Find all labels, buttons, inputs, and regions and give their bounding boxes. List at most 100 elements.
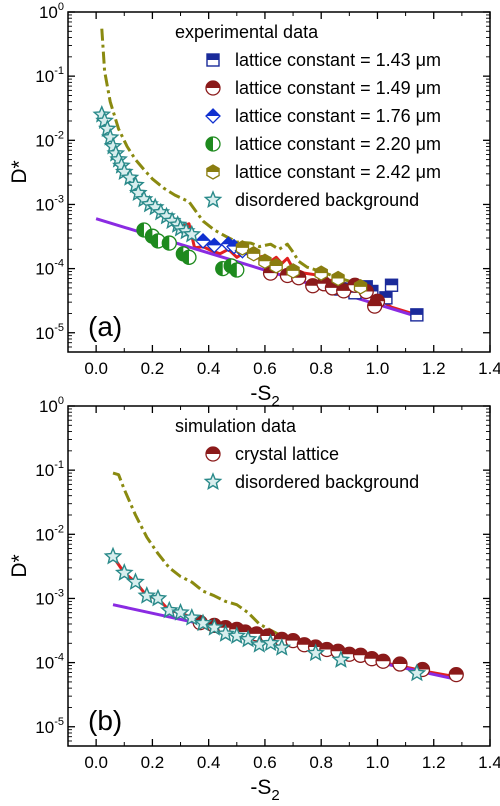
data-point-halfcircle bbox=[229, 262, 245, 278]
data-point-star bbox=[407, 663, 427, 682]
data-point-star bbox=[306, 643, 325, 662]
x-tick-label: 1.0 bbox=[366, 359, 390, 378]
y-tick-label: 100 bbox=[39, 1, 64, 22]
data-point-hexagon bbox=[353, 279, 368, 295]
plot-frame bbox=[67, 405, 491, 747]
data-point-star bbox=[204, 617, 224, 636]
x-axis-label: -S2 bbox=[250, 382, 279, 410]
legend: experimental data lattice constant = 1.43… bbox=[175, 22, 441, 210]
y-tick-label: 10-4 bbox=[35, 652, 64, 673]
legend-marker-halfcircle bbox=[205, 136, 221, 152]
x-tick-label: 0.2 bbox=[141, 753, 165, 772]
plot-area bbox=[103, 471, 464, 683]
legend-marker-circle bbox=[205, 80, 221, 96]
legend-entry: lattice constant = 1.76 μm bbox=[235, 106, 441, 126]
x-tick-label: 0.4 bbox=[197, 753, 221, 772]
legend-marker-circle bbox=[205, 446, 221, 462]
x-tick-label: 1.0 bbox=[366, 753, 390, 772]
data-point-hexagon bbox=[235, 240, 250, 256]
data-point-square bbox=[384, 278, 399, 292]
panel-label: (a) bbox=[88, 311, 122, 342]
data-point-circle bbox=[448, 666, 464, 683]
data-point-star bbox=[216, 624, 235, 642]
x-tick-label: 0.0 bbox=[84, 359, 108, 378]
x-tick-label: 0.8 bbox=[309, 753, 333, 772]
legend-entry: lattice constant = 1.49 μm bbox=[235, 78, 441, 98]
data-point-hexagon bbox=[314, 265, 328, 281]
data-point-halfcircle bbox=[181, 249, 197, 265]
y-tick-label: 10-2 bbox=[35, 523, 64, 544]
data-point-star bbox=[126, 572, 145, 590]
y-tick-label: 10-3 bbox=[35, 587, 64, 608]
data-point-diamond bbox=[195, 233, 211, 249]
legend-marker-square bbox=[206, 53, 220, 67]
data-point-star bbox=[227, 626, 247, 644]
data-point-star bbox=[182, 224, 202, 243]
y-tick-label: 10-1 bbox=[35, 65, 64, 86]
data-point-circle bbox=[305, 278, 321, 294]
data-point-star bbox=[137, 585, 157, 604]
legend-entry: lattice constant = 1.43 μm bbox=[235, 50, 441, 70]
panel-a: 0.0 0.2 0.4 0.6 0.8 1.0 1.2 1.4 10-5 10-4 10-3 10-2… bbox=[8, 1, 500, 410]
data-point-circle bbox=[352, 647, 369, 663]
legend-marker-star bbox=[203, 190, 223, 208]
plot-frame bbox=[67, 11, 491, 353]
data-point-circle bbox=[296, 637, 312, 653]
x-tick-label: 0.8 bbox=[309, 359, 333, 378]
x-tick-label: 1.2 bbox=[422, 359, 446, 378]
legend-entry: lattice constant = 2.20 μm bbox=[235, 134, 441, 154]
x-tick-label: 0.0 bbox=[84, 753, 108, 772]
data-point-hexagon bbox=[331, 270, 345, 287]
panel-label: (b) bbox=[88, 705, 122, 736]
series-line-olive_dashdot bbox=[112, 471, 339, 653]
legend-marker-hexagon bbox=[206, 164, 220, 180]
y-tick-label: 10-5 bbox=[35, 716, 64, 737]
legend-title: experimental data bbox=[175, 22, 319, 42]
y-tick-label: 10-4 bbox=[35, 258, 64, 279]
legend-title: simulation data bbox=[175, 416, 297, 436]
data-point-star bbox=[114, 563, 134, 581]
y-axis-label: D* bbox=[8, 554, 31, 577]
data-point-circle bbox=[367, 298, 383, 314]
x-tick-label: 0.4 bbox=[197, 359, 221, 378]
legend-entry: disordered background bbox=[235, 190, 419, 210]
data-point-star bbox=[159, 600, 179, 619]
y-axis-label: D* bbox=[8, 160, 31, 183]
data-point-star bbox=[331, 650, 351, 668]
x-tick-label: 0.2 bbox=[141, 359, 165, 378]
data-point-star bbox=[148, 588, 168, 607]
x-axis-label: -S2 bbox=[250, 776, 279, 804]
y-tick-label: 100 bbox=[39, 395, 64, 416]
data-point-circle bbox=[392, 656, 408, 672]
data-point-star bbox=[272, 637, 292, 656]
data-point-hexagon bbox=[258, 253, 272, 270]
data-point-halfcircle bbox=[161, 235, 177, 251]
data-point-halfcircle bbox=[150, 233, 166, 249]
legend-marker-star bbox=[203, 472, 223, 490]
x-tick-label: 0.6 bbox=[253, 359, 277, 378]
data-point-circle bbox=[375, 653, 391, 669]
x-tick-label: 1.4 bbox=[478, 753, 500, 772]
x-tick-label: 1.4 bbox=[478, 359, 500, 378]
data-point-square bbox=[410, 308, 424, 322]
legend-entry: crystal lattice bbox=[235, 444, 339, 464]
x-tick-label: 1.2 bbox=[422, 753, 446, 772]
data-point-hexagon bbox=[246, 246, 261, 262]
data-point-diamond bbox=[206, 237, 223, 254]
data-point-star bbox=[103, 546, 123, 565]
legend-entry: disordered background bbox=[235, 472, 419, 492]
legend-marker-diamond bbox=[205, 108, 221, 124]
y-tick-label: 10-3 bbox=[35, 193, 64, 214]
plot-area bbox=[92, 28, 424, 322]
y-tick-label: 10-2 bbox=[35, 129, 64, 150]
series-line-olive_dashdot bbox=[100, 28, 365, 289]
y-tick-label: 10-5 bbox=[35, 322, 64, 343]
x-tick-label: 0.6 bbox=[253, 753, 277, 772]
legend: simulation data crystal lattice disordered… bbox=[175, 416, 419, 492]
data-point-hexagon bbox=[286, 263, 300, 279]
y-tick-label: 10-1 bbox=[35, 459, 64, 480]
panel-b: 0.0 0.2 0.4 0.6 0.8 1.0 1.2 1.4 10-5 10-4 10-3 10-2… bbox=[8, 395, 500, 804]
data-point-hexagon bbox=[269, 258, 283, 274]
legend-entry: lattice constant = 2.42 μm bbox=[235, 162, 441, 182]
